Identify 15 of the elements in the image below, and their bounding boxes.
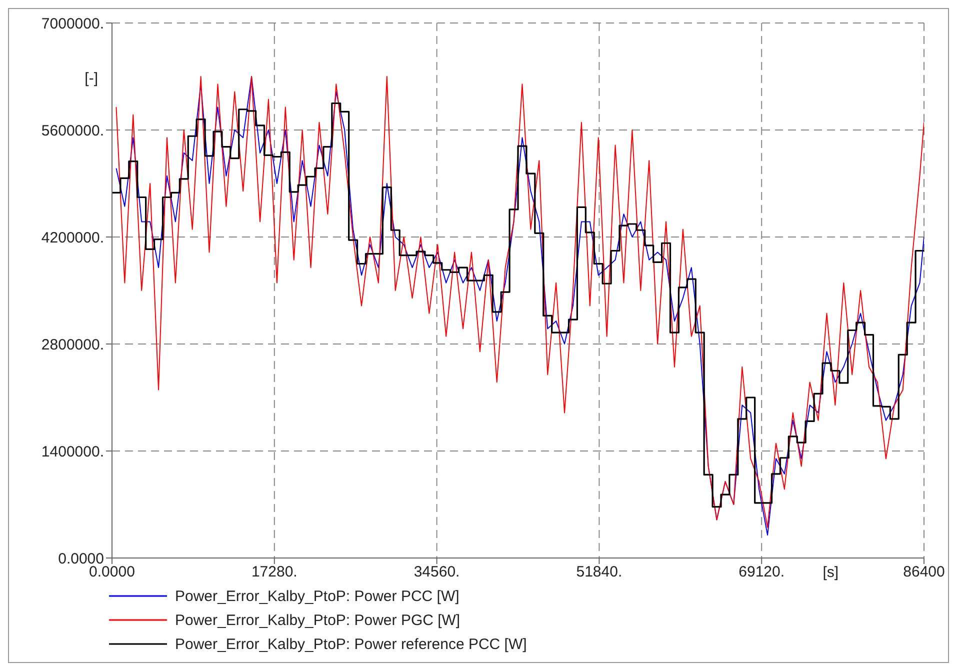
legend-label: Power_Error_Kalby_PtoP: Power PCC [W] [175,588,460,604]
legend-label: Power_Error_Kalby_PtoP: Power PGC [W] [175,612,460,628]
y-tick-label: 7000000. [41,15,104,32]
y-tick-label: 2800000. [41,336,104,354]
x-tick-label: 17280. [251,564,298,581]
x-tick-label: 69120. [738,564,785,581]
legend-label: Power_Error_Kalby_PtoP: Power reference PCC [W] [175,636,527,652]
y-tick-label: 4200000. [41,229,104,246]
x-axis-title: [s] [822,564,839,581]
x-tick-label: 86400 [903,564,945,581]
x-tick-label: 34560. [414,564,460,581]
y-axis-title: [-] [84,70,98,87]
y-tick-label: 5600000. [41,122,104,140]
y-tick-label: 1400000. [41,443,104,460]
x-tick-label: 51840. [576,564,622,581]
